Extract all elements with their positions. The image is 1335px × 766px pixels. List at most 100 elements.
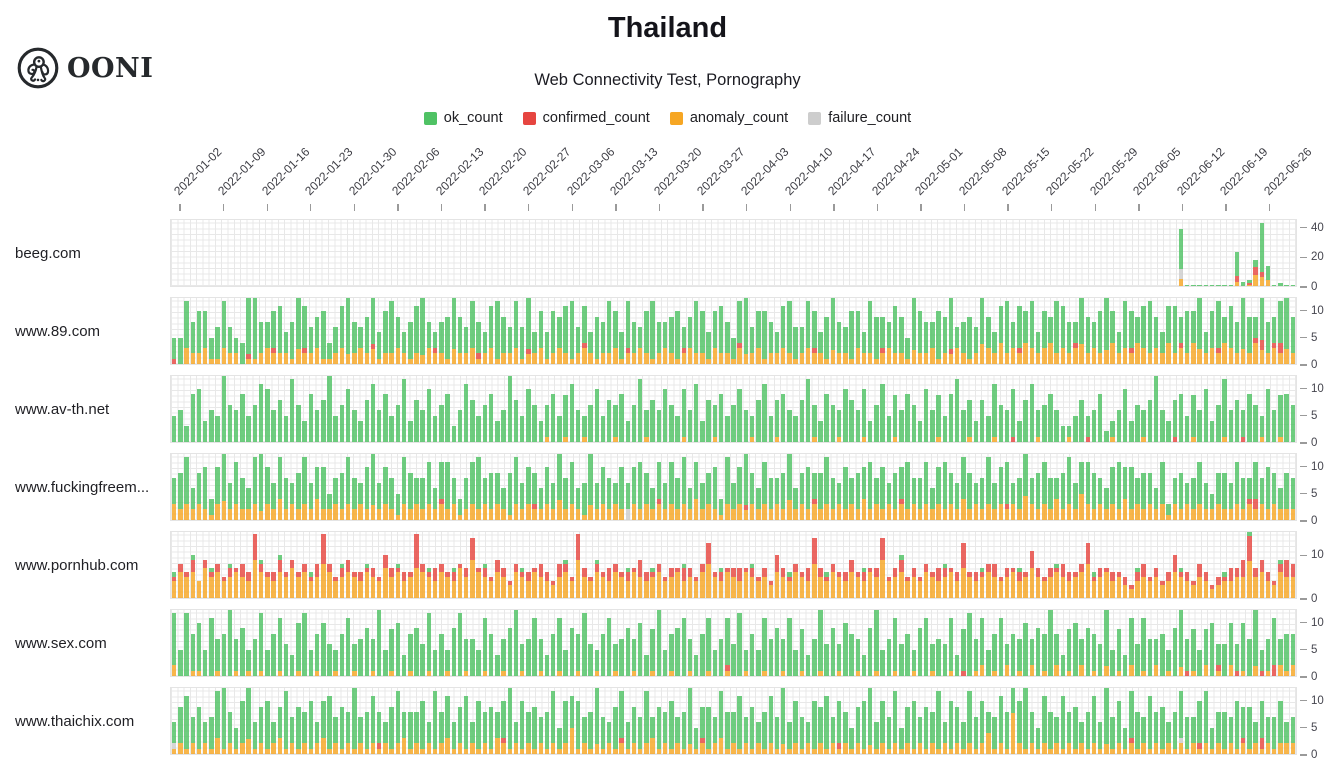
bar-day[interactable] bbox=[240, 454, 245, 520]
bar-day[interactable] bbox=[606, 532, 612, 598]
bar-day[interactable] bbox=[836, 532, 842, 598]
bar-day[interactable] bbox=[408, 688, 413, 754]
bar-day[interactable] bbox=[681, 532, 686, 598]
bar-day[interactable] bbox=[1234, 376, 1240, 442]
bar-day[interactable] bbox=[768, 454, 774, 520]
bar-day[interactable] bbox=[986, 376, 991, 442]
bar-day[interactable] bbox=[650, 454, 655, 520]
bar-day[interactable] bbox=[1017, 376, 1022, 442]
bar-day[interactable] bbox=[321, 454, 326, 520]
bar-day[interactable] bbox=[923, 454, 929, 520]
bar-day[interactable] bbox=[258, 376, 264, 442]
bar-day[interactable] bbox=[998, 454, 1003, 520]
bar-day[interactable] bbox=[992, 454, 997, 520]
bar-day[interactable] bbox=[202, 688, 208, 754]
bar-day[interactable] bbox=[1110, 376, 1115, 442]
bar-day[interactable] bbox=[1048, 376, 1053, 442]
bar-day[interactable] bbox=[905, 688, 910, 754]
bar-day[interactable] bbox=[619, 610, 624, 676]
bar-day[interactable] bbox=[948, 688, 954, 754]
bar-day[interactable] bbox=[389, 532, 394, 598]
bar-day[interactable] bbox=[1135, 610, 1140, 676]
bar-day[interactable] bbox=[488, 454, 494, 520]
bar-day[interactable] bbox=[1010, 376, 1016, 442]
bar-day[interactable] bbox=[1029, 688, 1035, 754]
bar-day[interactable] bbox=[687, 610, 693, 676]
bar-day[interactable] bbox=[252, 454, 258, 520]
bar-day[interactable] bbox=[507, 532, 512, 598]
bar-day[interactable] bbox=[600, 688, 606, 754]
bar-day[interactable] bbox=[482, 688, 488, 754]
bar-day[interactable] bbox=[1284, 454, 1289, 520]
bar-day[interactable] bbox=[1085, 610, 1090, 676]
bar-day[interactable] bbox=[967, 454, 972, 520]
bar-day[interactable] bbox=[1029, 454, 1035, 520]
bar-day[interactable] bbox=[830, 532, 836, 598]
bar-day[interactable] bbox=[843, 532, 848, 598]
bar-day[interactable] bbox=[1172, 532, 1178, 598]
bar-day[interactable] bbox=[289, 376, 295, 442]
bar-day[interactable] bbox=[1222, 220, 1227, 286]
bar-day[interactable] bbox=[544, 610, 550, 676]
bar-day[interactable] bbox=[849, 688, 854, 754]
bar-day[interactable] bbox=[892, 298, 898, 364]
bar-day[interactable] bbox=[1234, 298, 1240, 364]
bar-day[interactable] bbox=[1228, 298, 1233, 364]
bar-day[interactable] bbox=[289, 688, 295, 754]
bar-day[interactable] bbox=[482, 298, 488, 364]
bar-day[interactable] bbox=[215, 688, 220, 754]
bar-day[interactable] bbox=[793, 532, 798, 598]
bar-day[interactable] bbox=[830, 610, 836, 676]
bar-day[interactable] bbox=[240, 610, 245, 676]
bar-day[interactable] bbox=[1042, 688, 1047, 754]
bar-day[interactable] bbox=[215, 454, 220, 520]
bar-day[interactable] bbox=[445, 376, 450, 442]
bar-day[interactable] bbox=[184, 532, 189, 598]
bar-day[interactable] bbox=[737, 532, 742, 598]
bar-day[interactable] bbox=[998, 532, 1003, 598]
bar-day[interactable] bbox=[868, 454, 873, 520]
bar-day[interactable] bbox=[302, 610, 307, 676]
bar-day[interactable] bbox=[451, 610, 457, 676]
bar-day[interactable] bbox=[426, 610, 432, 676]
bar-day[interactable] bbox=[774, 688, 780, 754]
bar-day[interactable] bbox=[1097, 532, 1103, 598]
bar-day[interactable] bbox=[215, 610, 220, 676]
bar-day[interactable] bbox=[582, 376, 587, 442]
bar-day[interactable] bbox=[563, 532, 568, 598]
bar-day[interactable] bbox=[768, 298, 774, 364]
bar-day[interactable] bbox=[339, 688, 345, 754]
bar-day[interactable] bbox=[1104, 376, 1109, 442]
bar-day[interactable] bbox=[700, 376, 705, 442]
bar-day[interactable] bbox=[675, 688, 680, 754]
bar-day[interactable] bbox=[184, 610, 189, 676]
bar-day[interactable] bbox=[1023, 688, 1028, 754]
bar-day[interactable] bbox=[551, 298, 556, 364]
bar-day[interactable] bbox=[1141, 532, 1146, 598]
bar-day[interactable] bbox=[1228, 688, 1233, 754]
bar-day[interactable] bbox=[656, 688, 662, 754]
bar-day[interactable] bbox=[1073, 532, 1078, 598]
bar-day[interactable] bbox=[631, 532, 637, 598]
bar-day[interactable] bbox=[588, 376, 593, 442]
bar-day[interactable] bbox=[271, 454, 276, 520]
bar-day[interactable] bbox=[1129, 532, 1134, 598]
bar-day[interactable] bbox=[289, 610, 295, 676]
bar-day[interactable] bbox=[538, 688, 544, 754]
bar-day[interactable] bbox=[886, 454, 892, 520]
bar-day[interactable] bbox=[1017, 532, 1022, 598]
bar-day[interactable] bbox=[1060, 298, 1066, 364]
bar-day[interactable] bbox=[1153, 454, 1159, 520]
bar-day[interactable] bbox=[749, 532, 755, 598]
bar-day[interactable] bbox=[836, 454, 842, 520]
bar-day[interactable] bbox=[1054, 298, 1059, 364]
bar-day[interactable] bbox=[588, 298, 593, 364]
bar-day[interactable] bbox=[1035, 688, 1041, 754]
bar-day[interactable] bbox=[986, 610, 991, 676]
bar-day[interactable] bbox=[563, 454, 568, 520]
bar-day[interactable] bbox=[780, 454, 786, 520]
bar-day[interactable] bbox=[824, 376, 829, 442]
bar-day[interactable] bbox=[501, 610, 506, 676]
bar-day[interactable] bbox=[296, 298, 301, 364]
bar-day[interactable] bbox=[1141, 610, 1146, 676]
